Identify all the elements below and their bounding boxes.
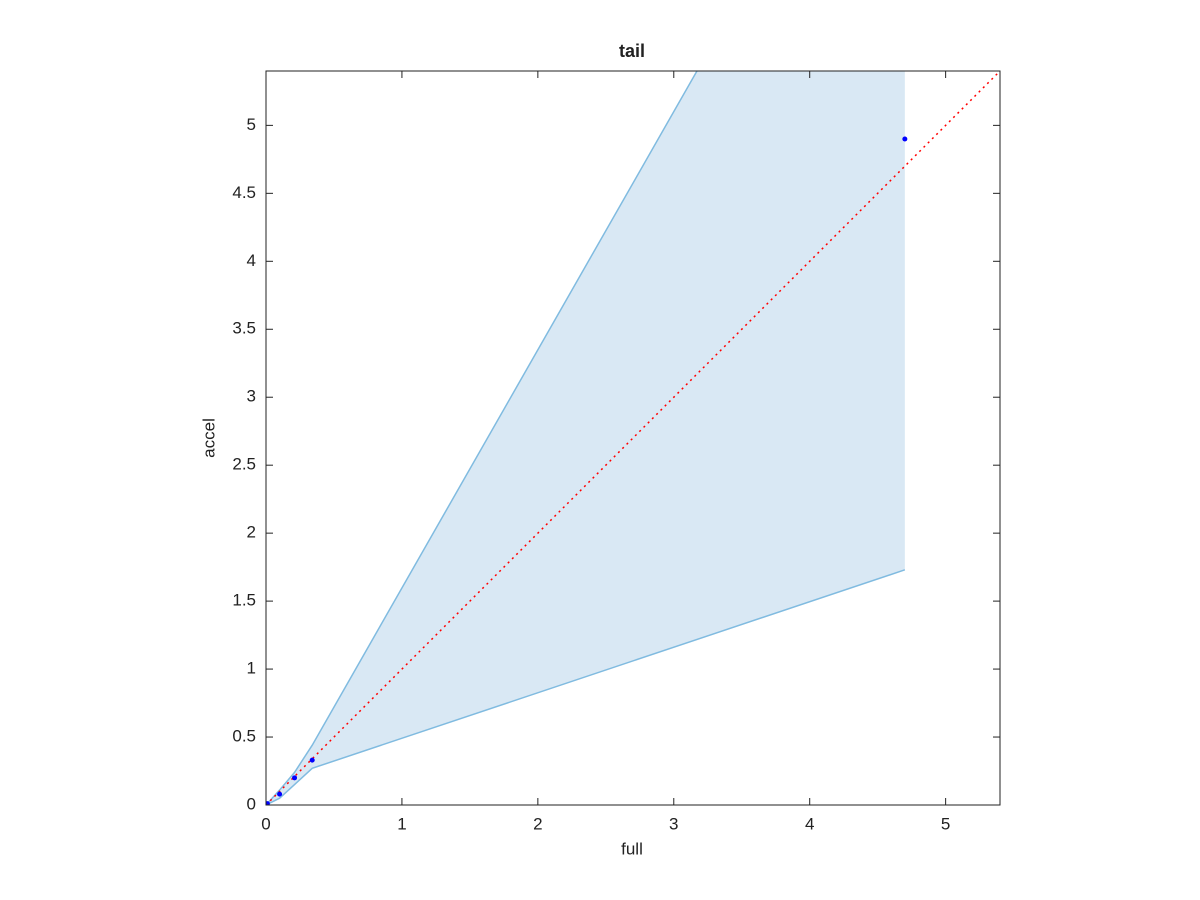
chart-title: tail <box>619 41 645 61</box>
x-tick-label: 2 <box>533 814 542 833</box>
y-axis-label: accel <box>199 418 218 458</box>
y-tick-label: 4 <box>247 251 256 270</box>
x-tick-label: 3 <box>669 814 678 833</box>
data-point <box>266 801 270 805</box>
axes-box <box>265 70 1001 806</box>
y-tick-label: 1.5 <box>232 591 256 610</box>
y-tick-label: 2.5 <box>232 455 256 474</box>
y-tick-label: 1 <box>247 659 256 678</box>
data-point <box>292 775 298 781</box>
y-tick-label: 5 <box>247 115 256 134</box>
y-tick-label: 0 <box>247 794 256 813</box>
data-point <box>309 757 315 763</box>
reference-line <box>266 71 1000 805</box>
y-tick-label: 4.5 <box>232 183 256 202</box>
data-point <box>902 136 908 142</box>
x-axis-label: full <box>621 839 643 858</box>
x-tick-label: 5 <box>941 814 950 833</box>
plot-area <box>266 71 1000 805</box>
band-edge-lower <box>266 569 906 805</box>
y-tick-label: 3 <box>247 387 256 406</box>
data-point <box>277 791 283 797</box>
y-tick-label: 2 <box>247 523 256 542</box>
x-tick-label: 4 <box>805 814 814 833</box>
y-tick-label: 0.5 <box>232 727 256 746</box>
confidence-band <box>266 71 905 805</box>
x-tick-label: 0 <box>261 814 270 833</box>
y-tick-label: 3.5 <box>232 319 256 338</box>
x-tick-label: 1 <box>397 814 406 833</box>
